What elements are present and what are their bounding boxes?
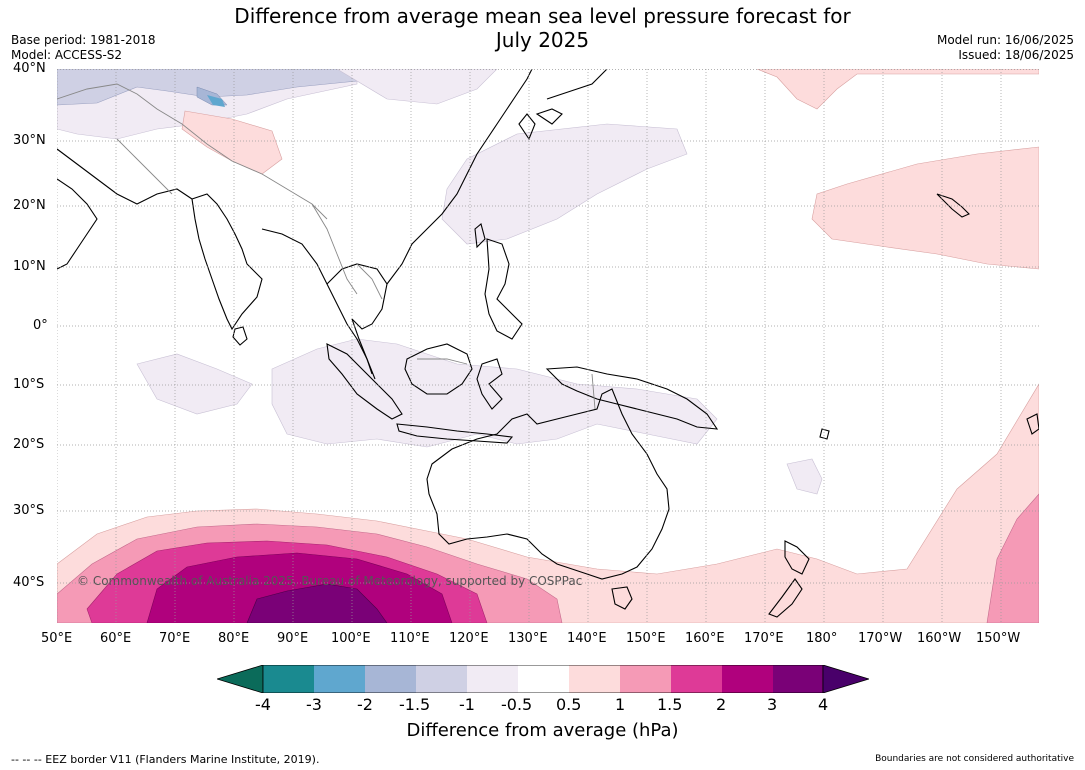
colorbar-tick-p05: 0.5 — [556, 695, 582, 714]
lat-label-20s: 20°S — [13, 437, 45, 452]
lat-label-10s: 10°S — [13, 377, 45, 392]
lat-label-0: 0° — [33, 318, 48, 333]
lon-label-130e: 130°E — [508, 631, 548, 646]
model-text: Model: ACCESS-S2 — [11, 48, 123, 62]
colorbar-bin-10 — [722, 665, 773, 693]
colorbar-tick-m05: -0.5 — [501, 695, 533, 714]
title-line-1: Difference from average mean sea level p… — [234, 4, 851, 28]
colorbar-tick-m15: -1.5 — [399, 695, 431, 714]
lon-label-160w: 160°W — [917, 631, 962, 646]
colorbar-over-triangle — [822, 665, 869, 693]
colorbar-bin-4 — [416, 665, 467, 693]
colorbar-bin-1 — [263, 665, 314, 693]
lon-label-50e: 50°E — [41, 631, 73, 646]
colorbar-title: Difference from average (hPa) — [406, 720, 679, 741]
coastlines — [57, 69, 1039, 618]
title-line-2: July 2025 — [495, 28, 590, 52]
colorbar-tick-m4: -4 — [255, 695, 271, 714]
colorbar-under-triangle — [217, 665, 264, 693]
anomaly-region-south-positive-3 — [146, 552, 453, 623]
lat-label-30n: 30°N — [13, 133, 46, 148]
colorbar-bin-9 — [671, 665, 722, 693]
lon-label-80e: 80°E — [218, 631, 250, 646]
colorbar-tick-p4: 4 — [818, 695, 829, 714]
lon-label-160e: 160°E — [685, 631, 725, 646]
lon-label-100e: 100°E — [331, 631, 371, 646]
anomaly-region-himalaya-center — [207, 95, 225, 107]
anomaly-region-central-pacific-high — [811, 146, 1039, 270]
anomaly-region-indian-ocean — [136, 353, 253, 415]
anomaly-region-north-pacific-high — [756, 69, 1039, 110]
anomaly-region-east-asia — [441, 123, 688, 245]
anomaly-region-se-pacific-15 — [986, 493, 1039, 623]
colorbar-bin-2 — [314, 665, 365, 693]
colorbar-bin-8 — [620, 665, 671, 693]
model-run-text: Model run: 16/06/2025 — [936, 33, 1074, 47]
colorbar-tick-p1: 1 — [615, 695, 626, 714]
lon-label-170e: 170°E — [744, 631, 784, 646]
lon-label-120e: 120°E — [449, 631, 489, 646]
eez-border-note: -- -- -- EEZ border V11 (Flanders Marine… — [11, 753, 320, 766]
colorbar-tick-p3: 3 — [767, 695, 778, 714]
colorbar-bin-11 — [773, 665, 823, 693]
lon-label-150w: 150°W — [976, 631, 1021, 646]
base-period-text: Base period: 1981-2018 — [11, 33, 156, 47]
lon-label-90e: 90°E — [277, 631, 309, 646]
lon-label-180: 180° — [806, 631, 838, 646]
issued-text: Issued: 18/06/2025 — [958, 48, 1074, 62]
lat-label-20n: 20°N — [13, 198, 46, 213]
country-borders — [57, 83, 596, 410]
lon-label-60e: 60°E — [100, 631, 132, 646]
colorbar-bin-6 — [518, 665, 569, 693]
anomaly-region-coral-sea — [786, 458, 823, 495]
colorbar-bin-5 — [467, 665, 518, 693]
colorbar-tick-m2: -2 — [357, 695, 373, 714]
lon-label-110e: 110°E — [390, 631, 430, 646]
copyright-notice: © Commonwealth of Australia 2025, Bureau… — [77, 574, 582, 588]
colorbar-tick-p2: 2 — [716, 695, 727, 714]
colorbar-bin-3 — [365, 665, 416, 693]
lon-label-140e: 140°E — [567, 631, 607, 646]
colorbar-tick-m1: -1 — [459, 695, 475, 714]
lon-label-70e: 70°E — [159, 631, 191, 646]
colorbar-bin-7 — [569, 665, 620, 693]
lon-label-150e: 150°E — [626, 631, 666, 646]
anomaly-region-north-pacific-small — [336, 69, 498, 105]
boundaries-disclaimer: Boundaries are not considered authoritat… — [875, 754, 1074, 764]
colorbar-tick-m3: -3 — [306, 695, 322, 714]
lat-label-40s: 40°S — [13, 575, 45, 590]
lat-label-40n: 40°N — [13, 61, 46, 76]
lat-label-30s: 30°S — [13, 503, 45, 518]
graticule — [57, 69, 1039, 623]
colorbar-tick-p15: 1.5 — [657, 695, 683, 714]
lat-label-10n: 10°N — [13, 259, 46, 274]
colorbar — [217, 665, 869, 693]
map-title: Difference from average mean sea level p… — [0, 4, 1085, 52]
pressure-anomaly-map: © Commonwealth of Australia 2025, Bureau… — [57, 69, 1039, 623]
lon-label-170w: 170°W — [858, 631, 903, 646]
anomaly-region-south-positive-4 — [246, 583, 388, 623]
